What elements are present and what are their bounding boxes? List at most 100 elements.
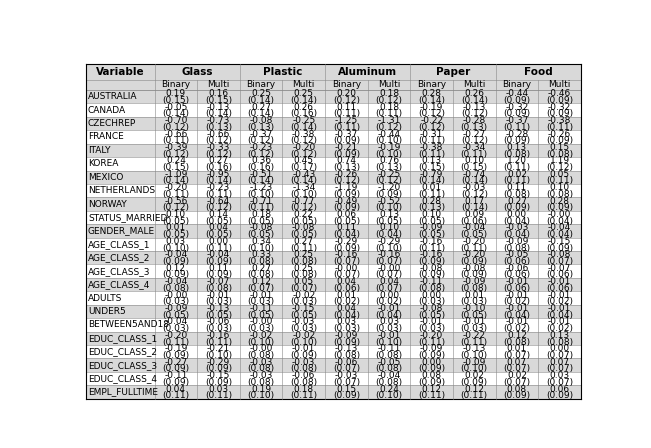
FancyBboxPatch shape (240, 385, 283, 399)
Text: 0.04: 0.04 (208, 224, 229, 233)
Text: (0.11): (0.11) (162, 136, 189, 145)
Text: FRANCE: FRANCE (88, 133, 124, 142)
FancyBboxPatch shape (538, 130, 581, 144)
Text: -0.20: -0.20 (164, 331, 187, 340)
Text: -0.02: -0.02 (292, 331, 315, 340)
FancyBboxPatch shape (453, 184, 495, 198)
Text: -0.79: -0.79 (420, 170, 443, 179)
Text: (0.10): (0.10) (247, 391, 275, 400)
Text: -0.37: -0.37 (335, 129, 358, 138)
Text: (0.11): (0.11) (461, 338, 488, 347)
FancyBboxPatch shape (410, 332, 453, 345)
Text: (0.06): (0.06) (503, 257, 531, 266)
Text: -0.27: -0.27 (463, 129, 486, 138)
FancyBboxPatch shape (410, 318, 453, 332)
Text: (0.06): (0.06) (546, 271, 573, 280)
Text: (0.08): (0.08) (546, 190, 573, 199)
Text: (0.15): (0.15) (162, 163, 189, 172)
Text: (0.10): (0.10) (247, 338, 275, 347)
Text: -0.20: -0.20 (420, 331, 443, 340)
FancyBboxPatch shape (368, 198, 410, 211)
Text: 0.10: 0.10 (422, 210, 442, 219)
Text: (0.14): (0.14) (290, 177, 317, 185)
Text: 0.24: 0.24 (379, 384, 399, 393)
FancyBboxPatch shape (453, 103, 495, 117)
FancyBboxPatch shape (410, 305, 453, 318)
Text: MEXICO: MEXICO (88, 173, 123, 182)
Text: (0.06): (0.06) (503, 271, 531, 280)
Text: -0.07: -0.07 (207, 277, 230, 286)
Text: (0.11): (0.11) (418, 391, 445, 400)
Text: (0.12): (0.12) (290, 203, 317, 212)
Text: (0.08): (0.08) (546, 338, 573, 347)
Text: (0.04): (0.04) (333, 230, 360, 239)
Text: (0.15): (0.15) (461, 163, 488, 172)
FancyBboxPatch shape (197, 318, 240, 332)
Text: (0.09): (0.09) (546, 109, 573, 118)
Text: 0.27: 0.27 (251, 103, 271, 112)
Text: (0.13): (0.13) (333, 163, 360, 172)
Text: 0.03: 0.03 (208, 384, 229, 393)
Text: -0.07: -0.07 (548, 264, 571, 273)
Text: -0.01: -0.01 (548, 304, 571, 313)
Text: (0.08): (0.08) (376, 364, 402, 374)
Text: 0.01: 0.01 (507, 344, 527, 353)
FancyBboxPatch shape (538, 211, 581, 224)
Text: (0.10): (0.10) (376, 150, 402, 159)
Text: 0.33: 0.33 (251, 250, 271, 259)
FancyBboxPatch shape (197, 291, 240, 305)
Text: 0.27: 0.27 (507, 197, 527, 206)
Text: (0.09): (0.09) (461, 378, 488, 387)
FancyBboxPatch shape (495, 184, 538, 198)
FancyBboxPatch shape (197, 198, 240, 211)
Text: (0.12): (0.12) (461, 190, 488, 199)
Text: -0.28: -0.28 (463, 116, 486, 125)
Text: (0.09): (0.09) (503, 391, 531, 400)
Text: (0.03): (0.03) (290, 324, 317, 333)
FancyBboxPatch shape (495, 171, 538, 184)
Text: -0.74: -0.74 (463, 170, 486, 179)
FancyBboxPatch shape (154, 130, 197, 144)
Text: -0.03: -0.03 (292, 358, 316, 367)
Text: -0.16: -0.16 (378, 250, 401, 259)
FancyBboxPatch shape (240, 171, 283, 184)
FancyBboxPatch shape (87, 157, 154, 171)
Text: (0.14): (0.14) (461, 203, 488, 212)
FancyBboxPatch shape (283, 372, 325, 385)
Text: BETWEEN5AND18: BETWEEN5AND18 (88, 320, 169, 329)
Text: -0.49: -0.49 (335, 197, 358, 206)
FancyBboxPatch shape (410, 372, 453, 385)
FancyBboxPatch shape (154, 237, 197, 251)
Text: EDUC_CLASS_4: EDUC_CLASS_4 (88, 374, 157, 383)
Text: (0.03): (0.03) (290, 297, 317, 306)
Text: (0.05): (0.05) (290, 217, 317, 226)
FancyBboxPatch shape (495, 90, 538, 103)
FancyBboxPatch shape (154, 224, 197, 237)
Text: -0.25: -0.25 (378, 170, 400, 179)
Text: (0.09): (0.09) (418, 271, 445, 280)
Text: -0.01: -0.01 (292, 344, 316, 353)
FancyBboxPatch shape (283, 117, 325, 130)
FancyBboxPatch shape (197, 211, 240, 224)
Text: 0.36: 0.36 (251, 156, 271, 165)
Text: 0.28: 0.28 (549, 197, 570, 206)
Text: -0.31: -0.31 (420, 129, 443, 138)
FancyBboxPatch shape (197, 144, 240, 157)
FancyBboxPatch shape (495, 358, 538, 372)
FancyBboxPatch shape (283, 291, 325, 305)
FancyBboxPatch shape (538, 224, 581, 237)
Text: 0.04: 0.04 (337, 277, 356, 286)
Text: (0.07): (0.07) (333, 271, 360, 280)
Text: -0.08: -0.08 (420, 304, 443, 313)
Text: -0.13: -0.13 (207, 304, 230, 313)
Text: (0.09): (0.09) (503, 109, 531, 118)
Text: 0.25: 0.25 (294, 89, 314, 98)
Text: 1.20: 1.20 (507, 156, 527, 165)
Text: (0.13): (0.13) (205, 123, 232, 132)
FancyBboxPatch shape (368, 251, 410, 264)
Text: (0.02): (0.02) (503, 297, 531, 306)
Text: (0.11): (0.11) (162, 338, 189, 347)
Text: (0.04): (0.04) (503, 230, 531, 239)
Text: (0.10): (0.10) (376, 391, 402, 400)
FancyBboxPatch shape (410, 157, 453, 171)
